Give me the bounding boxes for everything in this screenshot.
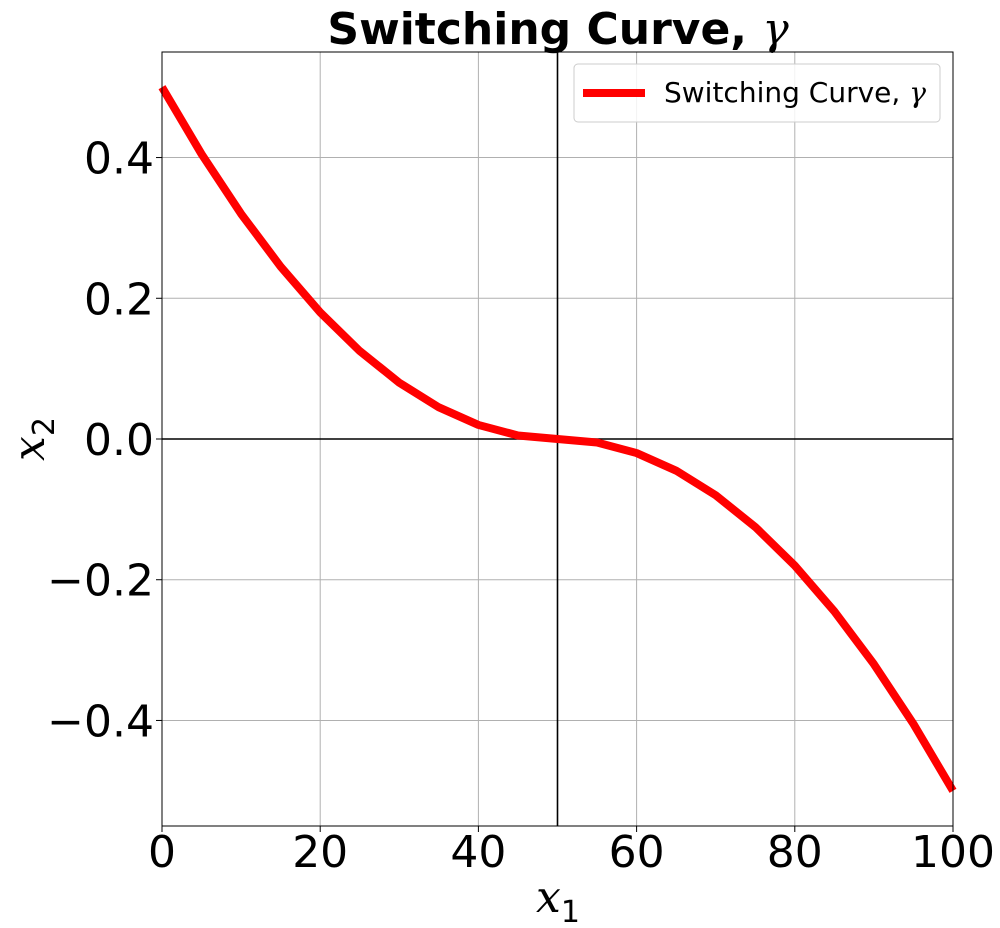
x-tick-label: 20 xyxy=(292,827,348,878)
x-tick-label: 100 xyxy=(911,827,995,878)
y-axis-label-subscript: 2 xyxy=(27,417,62,436)
x-tick-label: 80 xyxy=(767,827,823,878)
legend-gamma-symbol: γ xyxy=(909,76,926,109)
chart-title: Switching Curve, γ xyxy=(327,4,789,55)
x-axis-label: x1 xyxy=(536,872,580,928)
series-lines xyxy=(158,85,957,793)
legend-label: Switching Curve, γ xyxy=(664,76,926,109)
x-axis-label-subscript: 1 xyxy=(561,895,580,928)
y-axis-label: x2 xyxy=(4,417,62,461)
y-tick-label: −0.4 xyxy=(47,696,154,747)
legend: Switching Curve, γ xyxy=(573,63,941,123)
y-tick-label: 0.0 xyxy=(84,415,154,466)
y-tick-label: −0.2 xyxy=(47,556,154,607)
series-line-switching-curve xyxy=(158,85,957,793)
legend-box xyxy=(573,63,941,123)
title-gamma-symbol: γ xyxy=(762,4,789,55)
y-axis-ticks: −0.4 −0.2 0.0 0.2 0.4 xyxy=(47,134,162,747)
x-axis-ticks: 0 20 40 60 80 100 xyxy=(148,826,995,878)
y-tick-label: 0.4 xyxy=(84,134,154,185)
x-tick-label: 0 xyxy=(148,827,176,878)
y-tick-label: 0.2 xyxy=(84,274,154,325)
x-tick-label: 60 xyxy=(609,827,665,878)
x-tick-label: 40 xyxy=(450,827,506,878)
